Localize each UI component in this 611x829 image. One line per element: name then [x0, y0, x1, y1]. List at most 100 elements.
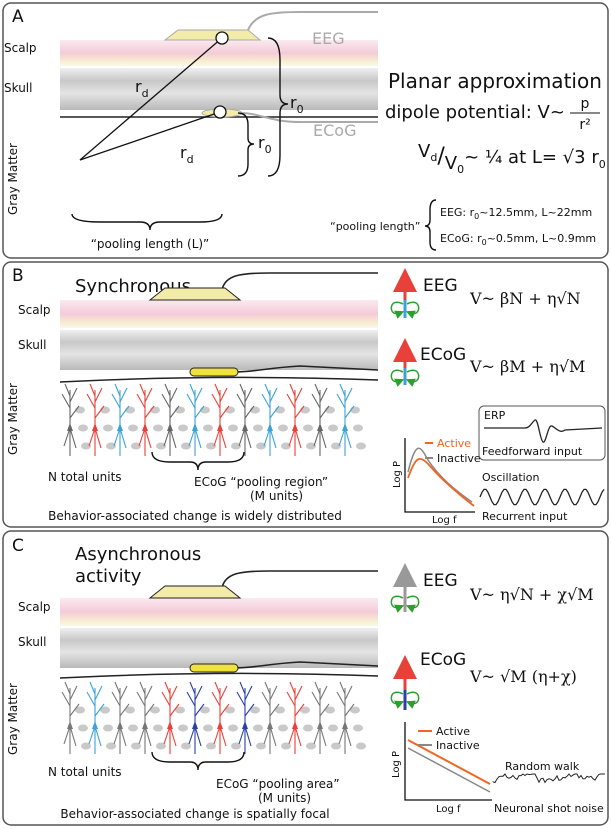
layer-label: Scalp — [18, 303, 51, 317]
panel-b: B Synchronous activity Scalp Skull Gray … — [3, 262, 608, 527]
layer-label: Skull — [18, 635, 46, 649]
cell-body — [328, 725, 338, 732]
legend-label: Active — [436, 725, 470, 738]
axis-label: Log f — [432, 515, 457, 526]
cell-body — [353, 425, 363, 432]
cell-body — [356, 443, 366, 450]
signal-title: Oscillation — [482, 471, 539, 484]
annotation: ECoG “pooling area” — [216, 777, 340, 791]
electrode-label: EEG — [423, 571, 458, 591]
layer-label: Gray Matter — [6, 383, 20, 455]
caption: Behavior-associated change is spatially … — [60, 807, 329, 821]
eeg-electrode — [165, 30, 260, 40]
cell-body — [253, 425, 263, 432]
axis-label: Log P — [391, 751, 402, 778]
panel-label: B — [12, 266, 24, 286]
cell-body — [128, 725, 138, 732]
measure-point — [214, 106, 226, 118]
equation: r² — [579, 117, 590, 133]
annotation: ECoG “pooling region” — [194, 475, 328, 489]
equation: p — [581, 96, 590, 112]
axis-label: Log P — [392, 461, 403, 488]
cell-body — [178, 425, 188, 432]
equation: V~ η√N + χ√M — [469, 585, 594, 604]
annotation: “pooling length (L)” — [91, 237, 210, 251]
subscript: 0 — [457, 163, 464, 176]
panel-label: A — [12, 7, 24, 27]
signal-title: Random walk — [505, 760, 580, 773]
legend-label: Inactive — [436, 739, 480, 752]
electrode-label: EEG — [312, 29, 345, 48]
annotation: N total units — [48, 765, 122, 779]
scalp-layer — [60, 300, 378, 328]
symbol: V — [445, 153, 458, 174]
cell-body — [253, 725, 263, 732]
cell-body — [353, 725, 363, 732]
layer-label: Scalp — [4, 41, 37, 55]
panel-title: Asynchronous — [75, 544, 201, 565]
measure-point — [216, 32, 228, 44]
cell-body — [278, 725, 288, 732]
cell-body — [203, 725, 213, 732]
layer-label: Skull — [4, 81, 32, 95]
subscript: d — [142, 87, 149, 100]
electrode-label: ECoG — [313, 121, 356, 140]
electrode-label: ECoG — [420, 650, 466, 670]
signal-caption: Recurrent input — [482, 510, 568, 523]
electrode-label: EEG — [423, 276, 458, 296]
panel-title: activity — [75, 566, 142, 587]
ecog-electrode — [190, 664, 238, 672]
cell-body — [278, 425, 288, 432]
cell-body — [303, 425, 313, 432]
layer-label: Gray Matter — [6, 683, 20, 755]
panel-label: C — [12, 536, 24, 556]
cell-body — [78, 425, 88, 432]
annotation: (M units) — [258, 791, 311, 805]
signal-caption: Neuronal shot noise — [494, 802, 604, 815]
panel-a: A Scalp Skull Gray Matter EEG ECoG rd rd… — [3, 3, 608, 258]
subscript: 0 — [297, 103, 304, 116]
annotation: EEG: r0~12.5mm, L~22mm — [440, 206, 592, 221]
skull-layer — [60, 330, 378, 370]
cell-body — [356, 743, 366, 750]
scalp-layer — [60, 598, 378, 626]
equation: dipole potential: V~ — [385, 102, 565, 123]
layer-label: Scalp — [18, 600, 51, 614]
cell-body — [178, 725, 188, 732]
cell-body — [153, 425, 163, 432]
ecog-electrode — [190, 368, 238, 376]
axis-label: Log f — [436, 804, 461, 815]
equation: V~ βM + η√M — [469, 357, 585, 376]
cell-body — [203, 425, 213, 432]
text: ~12.5mm, L~22mm — [479, 206, 592, 219]
annotation: (M units) — [250, 489, 303, 503]
legend-label: Inactive — [437, 452, 481, 465]
annotation: ECoG: r0~0.5mm, L~0.9mm — [440, 232, 596, 247]
equation: V~ √M (η+χ) — [469, 667, 577, 686]
equation: V~ βN + η√N — [469, 289, 581, 308]
figure: A Scalp Skull Gray Matter EEG ECoG rd rd… — [0, 0, 611, 829]
electrode-label: ECoG — [420, 345, 466, 365]
subscript: 0 — [599, 158, 606, 171]
equation: ~ ¼ at L= √3 r — [464, 147, 599, 168]
cell-body — [103, 425, 113, 432]
text: ~0.5mm, L~0.9mm — [487, 232, 596, 245]
skull-layer — [60, 68, 378, 110]
eeg-electrode — [150, 586, 240, 598]
cell-body — [78, 725, 88, 732]
panel-c: C Asynchronous activity Scalp Skull Gray… — [3, 531, 608, 825]
cell-body — [228, 425, 238, 432]
annotation: “pooling length” — [330, 220, 420, 233]
cell-body — [303, 725, 313, 732]
layer-label: Skull — [18, 338, 46, 352]
cell-body — [228, 725, 238, 732]
cell-body — [128, 425, 138, 432]
equation-title: Planar approximation — [388, 69, 602, 93]
cell-body — [153, 725, 163, 732]
skull-layer — [60, 628, 378, 668]
subscript: d — [187, 153, 194, 166]
text: ECoG: r — [440, 232, 482, 245]
annotation: N total units — [48, 470, 122, 484]
subscript: d — [430, 151, 437, 164]
subscript: 0 — [265, 143, 272, 156]
